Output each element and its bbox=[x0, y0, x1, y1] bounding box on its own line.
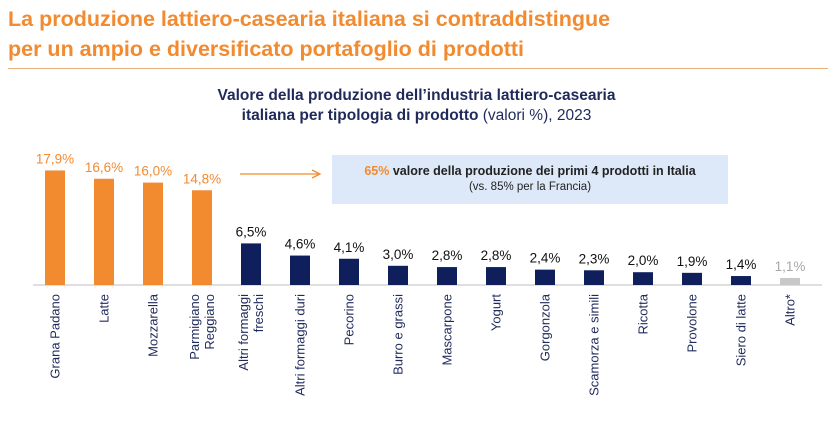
category-label-3: ParmigianoReggiano bbox=[187, 294, 217, 360]
value-label-6: 4,1% bbox=[334, 240, 365, 255]
category-label-8: Mascarpone bbox=[440, 294, 455, 366]
bar-10 bbox=[535, 269, 555, 285]
category-label-line: Scamorza e simili bbox=[587, 294, 602, 396]
chart-title-line-2: italiana per tipologia di prodotto (valo… bbox=[0, 106, 833, 126]
headline-line-1: La produzione lattiero-casearia italiana… bbox=[8, 7, 611, 31]
chart-title-line-2-bold: italiana per tipologia di prodotto bbox=[241, 107, 479, 124]
category-label-line: Latte bbox=[97, 294, 112, 323]
category-label-line: Grana Padano bbox=[48, 294, 63, 379]
value-label-3: 14,8% bbox=[183, 171, 221, 186]
value-label-2: 16,0% bbox=[134, 164, 172, 179]
value-label-7: 3,0% bbox=[383, 247, 414, 262]
chart-title: Valore della produzione dell’industria l… bbox=[0, 86, 833, 126]
category-label-6: Pecorino bbox=[342, 294, 357, 345]
headline-divider bbox=[8, 68, 828, 69]
category-label-line: Mozzarella bbox=[146, 293, 161, 357]
category-label-14: Siero di latte bbox=[734, 294, 749, 366]
category-label-1: Latte bbox=[97, 294, 112, 323]
category-label-line: Parmigiano bbox=[187, 294, 202, 360]
category-label-5: Altri formaggi duri bbox=[293, 294, 308, 396]
category-label-line: freschi bbox=[251, 294, 266, 332]
bar-4 bbox=[241, 243, 261, 285]
category-label-line: Reggiano bbox=[202, 294, 217, 350]
bar-3 bbox=[192, 190, 212, 285]
category-label-2: Mozzarella bbox=[146, 293, 161, 357]
value-label-9: 2,8% bbox=[481, 248, 512, 263]
category-label-line: Altri formaggi duri bbox=[293, 294, 308, 396]
callout-main: 65% valore della produzione dei primi 4 … bbox=[332, 164, 728, 178]
value-label-10: 2,4% bbox=[530, 251, 561, 266]
callout-text: valore della produzione dei primi 4 prod… bbox=[389, 164, 696, 178]
category-label-line: Burro e grassi bbox=[391, 294, 406, 375]
bar-11 bbox=[584, 270, 604, 285]
value-label-1: 16,6% bbox=[85, 160, 123, 175]
category-label-7: Burro e grassi bbox=[391, 294, 406, 375]
bar-12 bbox=[633, 272, 653, 285]
category-label-line: Gorgonzola bbox=[538, 293, 553, 361]
callout-arrow-head bbox=[311, 169, 322, 179]
value-label-5: 4,6% bbox=[285, 237, 316, 252]
bar-2 bbox=[143, 182, 163, 285]
category-label-10: Gorgonzola bbox=[538, 293, 553, 361]
bar-1 bbox=[94, 178, 114, 285]
category-label-12: Ricotta bbox=[636, 293, 651, 334]
value-label-12: 2,0% bbox=[628, 253, 659, 268]
category-label-line: Yogurt bbox=[489, 294, 504, 331]
category-label-0: Grana Padano bbox=[48, 294, 63, 379]
value-label-14: 1,4% bbox=[726, 257, 757, 272]
bar-14 bbox=[731, 276, 751, 285]
bar-15 bbox=[780, 277, 800, 285]
category-label-line: Ricotta bbox=[636, 293, 651, 334]
category-label-line: Pecorino bbox=[342, 294, 357, 345]
bar-5 bbox=[290, 255, 310, 285]
category-label-line: Altri formaggi bbox=[236, 294, 251, 371]
callout-note: (vs. 85% per la Francia) bbox=[468, 181, 592, 193]
bar-13 bbox=[682, 272, 702, 285]
value-label-13: 1,9% bbox=[677, 254, 708, 269]
category-label-9: Yogurt bbox=[489, 294, 504, 331]
bar-9 bbox=[486, 267, 506, 285]
value-label-8: 2,8% bbox=[432, 248, 463, 263]
category-label-line: Siero di latte bbox=[734, 294, 749, 366]
category-label-line: Mascarpone bbox=[440, 294, 455, 366]
category-label-line: Provolone bbox=[685, 294, 700, 353]
bar-6 bbox=[339, 258, 359, 285]
bar-8 bbox=[437, 267, 457, 285]
category-label-13: Provolone bbox=[685, 294, 700, 353]
value-label-4: 6,5% bbox=[236, 224, 267, 239]
bar-0 bbox=[45, 170, 65, 285]
chart-title-line-2-rest: (valori %), 2023 bbox=[478, 107, 592, 124]
category-label-11: Scamorza e simili bbox=[587, 294, 602, 396]
bar-7 bbox=[388, 265, 408, 285]
category-label-4: Altri formaggifreschi bbox=[236, 294, 266, 371]
category-label-15: Altro* bbox=[783, 294, 798, 326]
callout-highlight: 65% bbox=[364, 164, 390, 178]
headline-line-2: per un ampio e diversificato portafoglio… bbox=[8, 37, 525, 61]
value-label-0: 17,9% bbox=[36, 151, 74, 166]
category-label-line: Altro* bbox=[783, 294, 798, 326]
headline: La produzione lattiero-casearia italiana… bbox=[8, 4, 828, 64]
chart-title-line-1: Valore della produzione dell’industria l… bbox=[217, 87, 616, 104]
value-label-15: 1,1% bbox=[775, 259, 806, 274]
callout-box: 65% valore della produzione dei primi 4 … bbox=[332, 155, 728, 204]
value-label-11: 2,3% bbox=[579, 251, 610, 266]
